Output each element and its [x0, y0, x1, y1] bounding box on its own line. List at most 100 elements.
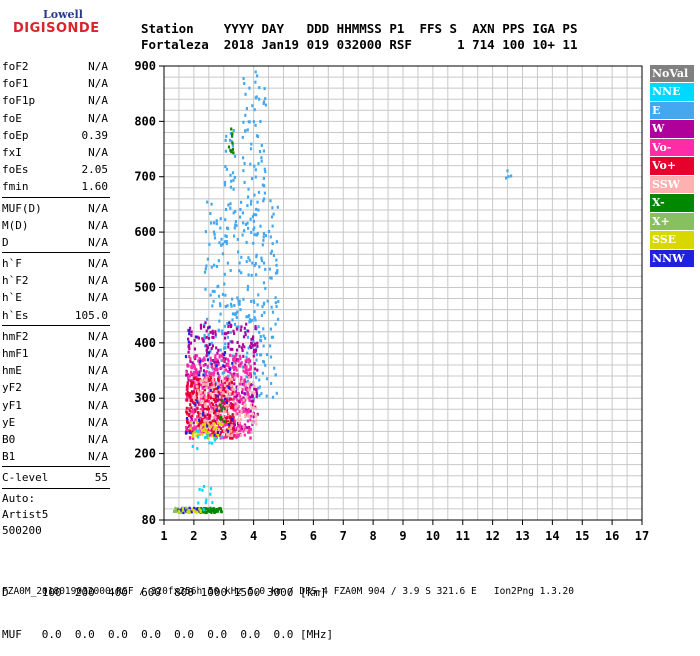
- echo-point: [255, 392, 258, 396]
- echo-point: [245, 396, 248, 400]
- echo-point: [196, 391, 199, 395]
- echo-point: [206, 424, 209, 428]
- echo-point: [254, 348, 257, 352]
- echo-point: [233, 382, 236, 386]
- echo-point: [243, 229, 246, 233]
- echo-point: [236, 407, 239, 411]
- echo-point: [204, 501, 207, 505]
- echo-point: [242, 354, 245, 358]
- echo-point: [192, 411, 195, 415]
- echo-point: [210, 405, 213, 409]
- param-value: N/A: [88, 347, 108, 360]
- echo-point: [192, 378, 195, 382]
- param-value: 0.39: [81, 128, 109, 142]
- legend-item-sse: SSE: [650, 231, 694, 249]
- echo-point: [238, 410, 241, 414]
- auto-scaling-info: Auto:: [2, 491, 36, 505]
- echo-point: [227, 227, 230, 231]
- echo-point: [203, 270, 207, 274]
- echo-point: [260, 353, 263, 357]
- echo-point: [231, 354, 234, 358]
- muf-table: D 100 200 400 600 800 1000 1500 3000 [km…: [2, 558, 333, 656]
- echo-point: [245, 260, 248, 264]
- echo-point: [218, 355, 221, 359]
- echo-point: [236, 422, 240, 425]
- echo-point: [261, 183, 264, 187]
- param-value: N/A: [88, 111, 108, 125]
- echo-point: [221, 415, 224, 419]
- echo-point: [209, 212, 212, 215]
- echo-point: [223, 183, 227, 187]
- parameter-panel: foF2 N/A foF1 N/A foF1p N/A foE N/A foEp 0.39 fxI N…: [2, 58, 110, 539]
- echo-point: [219, 312, 222, 316]
- echo-point: [252, 397, 255, 401]
- param-row: hmE N/A: [2, 362, 110, 379]
- echo-point: [253, 362, 256, 365]
- echo-point: [228, 422, 231, 426]
- echo-point: [220, 237, 223, 241]
- echo-point: [230, 304, 233, 308]
- echo-point: [213, 436, 216, 440]
- param-row: h`F N/A: [2, 255, 110, 272]
- echo-point: [242, 398, 245, 402]
- echo-point: [204, 230, 207, 234]
- echo-point: [248, 120, 251, 124]
- y-tick-label: 600: [134, 225, 156, 239]
- echo-point: [269, 251, 273, 255]
- echo-point: [274, 271, 278, 275]
- echo-point: [235, 348, 239, 352]
- echo-point: [251, 345, 254, 349]
- echo-point: [224, 240, 227, 244]
- param-row: yF1 N/A: [2, 397, 110, 414]
- echo-point: [244, 363, 247, 367]
- echo-point: [197, 389, 200, 393]
- echo-point: [205, 382, 209, 386]
- echo-point: [216, 431, 219, 434]
- echo-point: [229, 432, 232, 436]
- echo-point: [245, 365, 248, 369]
- echo-point: [253, 387, 256, 391]
- echo-point: [260, 159, 263, 163]
- echo-point: [244, 383, 248, 387]
- echo-point: [275, 258, 278, 262]
- echo-point: [250, 391, 253, 395]
- echo-point: [220, 396, 223, 400]
- echo-point: [211, 367, 214, 371]
- echo-point: [217, 385, 220, 389]
- echo-point: [210, 441, 214, 445]
- echo-point: [243, 392, 246, 396]
- echo-point: [190, 333, 193, 337]
- echo-point: [258, 330, 261, 334]
- echo-point: [235, 426, 238, 430]
- y-tick-label: 400: [134, 336, 156, 350]
- x-tick-label: 8: [370, 529, 377, 543]
- param-row: MUF(D) N/A: [2, 200, 110, 217]
- echo-point: [256, 232, 259, 236]
- echo-point: [193, 365, 196, 369]
- echo-point: [273, 366, 276, 370]
- echo-point: [234, 223, 237, 227]
- echo-point: [254, 262, 257, 265]
- echo-point: [239, 208, 242, 211]
- echo-point: [200, 418, 203, 422]
- echo-point: [510, 174, 513, 178]
- y-tick-label: 900: [134, 59, 156, 73]
- echo-point: [232, 374, 235, 378]
- echo-point: [196, 418, 199, 422]
- echo-point: [505, 176, 508, 180]
- echo-point: [208, 426, 211, 430]
- echo-point: [240, 410, 243, 414]
- echo-point: [234, 365, 237, 369]
- echo-point: [271, 395, 275, 399]
- echo-point: [245, 315, 248, 319]
- echo-point: [173, 509, 176, 513]
- echo-point: [225, 167, 228, 171]
- echo-point: [231, 134, 234, 138]
- echo-point: [211, 344, 214, 348]
- param-row: yF2 N/A: [2, 379, 110, 396]
- echo-point: [249, 418, 252, 422]
- legend-item-vo-: Vo+: [650, 157, 694, 175]
- echo-point: [211, 390, 214, 394]
- echo-point: [189, 399, 192, 403]
- echo-point: [203, 419, 206, 423]
